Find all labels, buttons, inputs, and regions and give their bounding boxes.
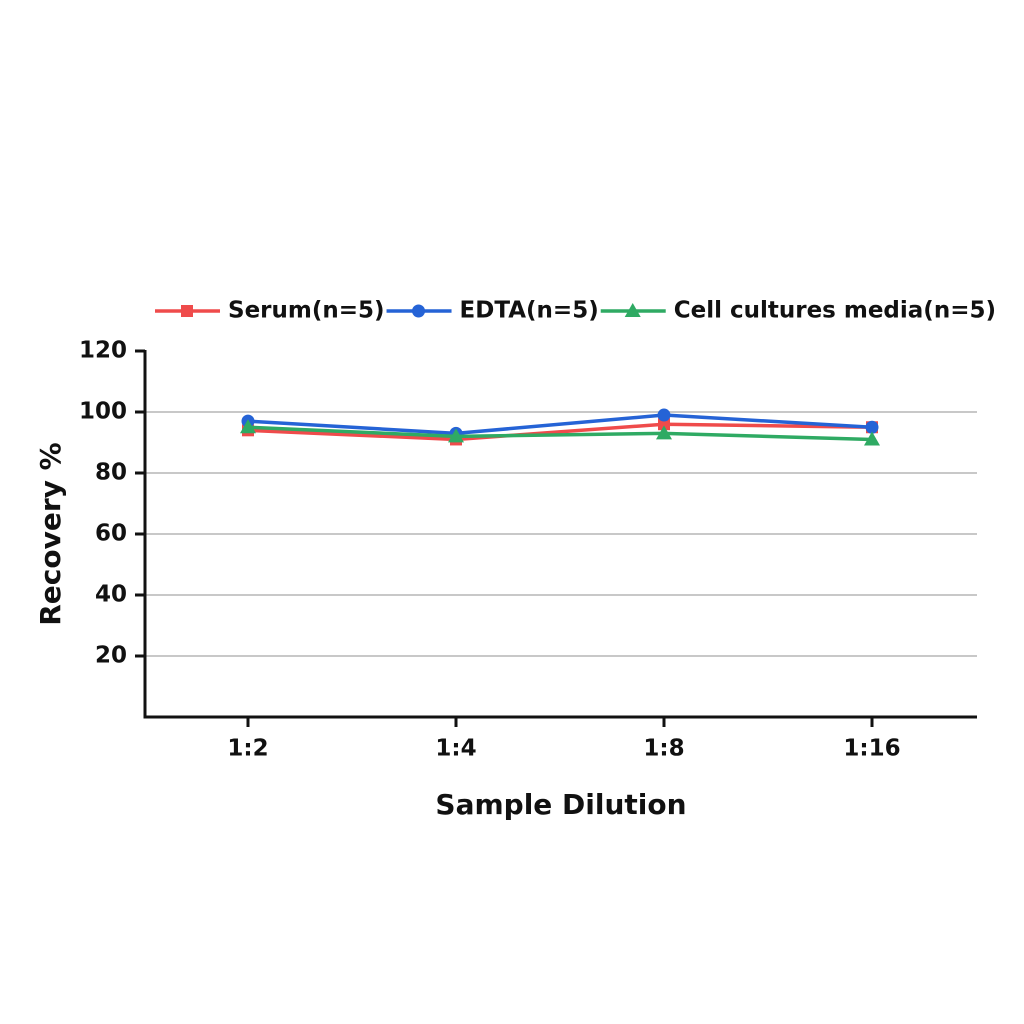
marker: [412, 304, 426, 318]
marker: [865, 420, 879, 434]
x-tick-label: 1:4: [435, 736, 476, 762]
y-tick-label: 60: [95, 521, 127, 547]
series-line: [247, 422, 873, 442]
marker: [624, 303, 641, 317]
series-line: [247, 425, 873, 442]
marker: [657, 408, 671, 422]
marker: [658, 418, 670, 431]
series-line: [247, 413, 873, 436]
marker: [240, 419, 256, 434]
y-tick-label: 40: [95, 582, 127, 608]
x-tick-label: 1:8: [643, 736, 684, 762]
marker: [864, 431, 880, 446]
x-axis-title: Sample Dilution: [435, 788, 686, 821]
legend-label: Serum(n=5): [228, 298, 385, 324]
legend-label: Cell cultures media(n=5): [674, 298, 996, 324]
y-tick-label: 100: [79, 399, 127, 425]
marker: [448, 428, 464, 443]
y-axis-title: Recovery %: [34, 442, 67, 626]
marker: [656, 425, 672, 440]
y-tick-label: 20: [95, 643, 127, 669]
x-tick-label: 1:2: [227, 736, 268, 762]
y-tick-label: 80: [95, 460, 127, 486]
y-tick-label: 120: [79, 338, 127, 364]
x-tick-label: 1:16: [843, 736, 900, 762]
legend-label: EDTA(n=5): [460, 298, 599, 324]
marker: [181, 305, 193, 317]
